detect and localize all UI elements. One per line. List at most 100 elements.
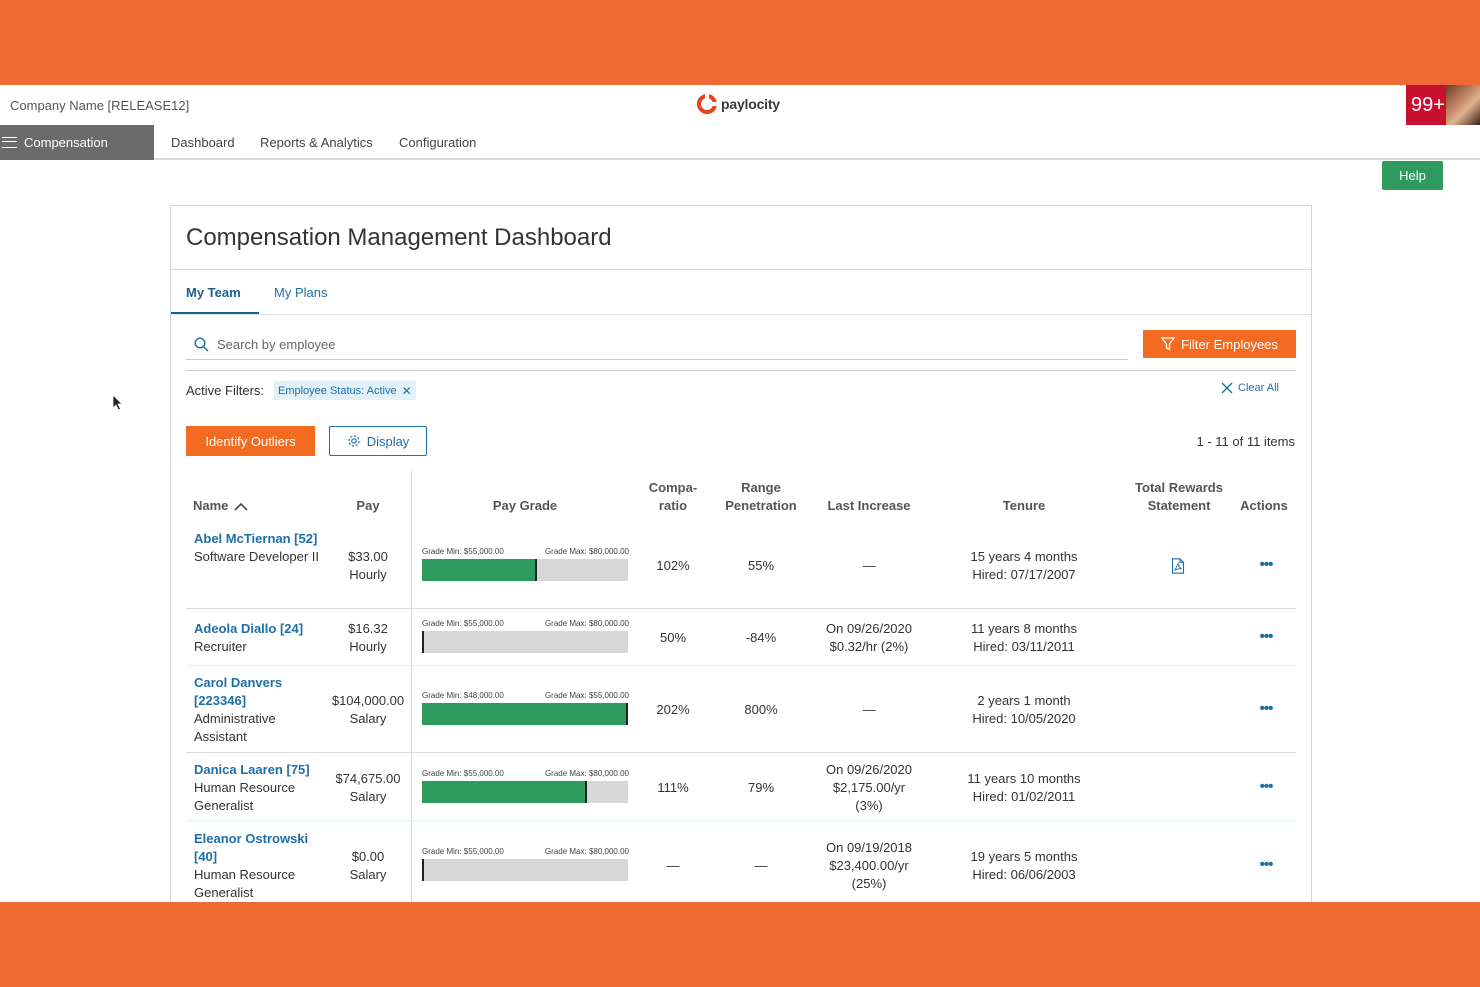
pay-cell: $33.00 Hourly	[326, 548, 410, 584]
tab-my-plans[interactable]: My Plans	[274, 285, 328, 300]
last-increase-value: On 09/19/2018 $23,400.00/yr (25%)	[809, 839, 929, 893]
grade-max-label: Grade Max: $80,000.00	[544, 619, 629, 628]
row-actions-menu[interactable]: •••	[1259, 778, 1274, 795]
filter-employees-button[interactable]: Filter Employees	[1143, 330, 1296, 358]
pay-amount: $0.00	[351, 849, 385, 864]
employee-job-title: Human Resource Generalist	[194, 867, 296, 900]
hire-date: Hired: 01/02/2011	[972, 789, 1076, 804]
filter-employees-label: Filter Employees	[1181, 336, 1278, 352]
pay-grade-labels: Grade Min: $55,000.00 Grade Max: $80,000…	[422, 547, 629, 556]
row-actions-menu[interactable]: •••	[1259, 556, 1274, 573]
pay-grade-labels: Grade Min: $48,000.00 Grade Max: $55,000…	[422, 691, 629, 700]
grade-max-label: Grade Max: $80,000.00	[544, 769, 629, 778]
clear-all-filters-button[interactable]: Clear All	[1221, 382, 1279, 394]
row-actions-menu[interactable]: •••	[1259, 700, 1274, 717]
row-actions-menu[interactable]: •••	[1259, 628, 1274, 645]
last-increase-line2: $2,175.00/yr	[832, 780, 906, 795]
active-filter-chip-label: Employee Status: Active	[278, 384, 397, 397]
last-increase-value: On 09/26/2020 $0.32/hr (2%)	[809, 620, 929, 656]
remove-filter-icon[interactable]: ✕	[401, 383, 412, 398]
employee-cell: Eleanor Ostrowski [40] Human Resource Ge…	[194, 830, 319, 902]
pay-amount: $74,675.00	[335, 771, 401, 786]
last-increase-line1: On 09/19/2018	[825, 840, 913, 855]
tenure-value: 11 years 8 months Hired: 03/11/2011	[954, 620, 1094, 656]
employee-cell: Carol Danvers [223346] Administrative As…	[194, 674, 319, 746]
column-header-tenure[interactable]: Tenure	[1002, 498, 1046, 513]
pay-position-marker	[422, 859, 424, 881]
employee-name-link[interactable]: Adeola Diallo [24]	[194, 621, 304, 636]
grade-max-label: Grade Max: $55,000.00	[544, 691, 629, 700]
tab-my-team[interactable]: My Team	[186, 285, 241, 300]
column-header-compa-ratio[interactable]: Compa- ratio	[633, 479, 713, 515]
last-increase-line1: —	[862, 702, 876, 717]
range-penetration-value: -84%	[745, 630, 777, 645]
identify-outliers-button[interactable]: Identify Outliers	[186, 426, 315, 456]
pay-position-marker	[626, 703, 628, 725]
compa-ratio-value: 111%	[657, 780, 689, 795]
employee-name-link[interactable]: Abel McTiernan [52]	[194, 531, 318, 546]
last-increase-line2: $0.32/hr (2%)	[829, 639, 909, 654]
hire-date: Hired: 07/17/2007	[972, 567, 1076, 582]
notification-badge[interactable]: 99+	[1406, 85, 1450, 125]
paylocity-logo-icon	[697, 94, 717, 114]
module-menu-button[interactable]: Compensation	[0, 125, 154, 160]
close-icon	[1221, 382, 1233, 394]
column-header-pay[interactable]: Pay	[356, 498, 380, 513]
logo-text: paylocity	[721, 96, 780, 112]
grade-min-label: Grade Min: $55,000.00	[422, 547, 504, 556]
search-input[interactable]	[217, 337, 1097, 352]
display-button[interactable]: Display	[329, 426, 427, 456]
pay-grade-bar	[422, 559, 628, 581]
active-filters-label: Active Filters:	[186, 383, 265, 398]
tenure-duration: 2 years 1 month	[977, 693, 1071, 708]
column-header-name[interactable]: Name	[193, 497, 248, 515]
last-increase-line1: On 09/26/2020	[825, 762, 913, 777]
table-row: Danica Laaren [75] Human Resource Genera…	[186, 753, 1296, 821]
employee-job-title: Recruiter	[194, 639, 247, 654]
pay-amount: $104,000.00	[331, 693, 405, 708]
row-actions-menu[interactable]: •••	[1259, 856, 1274, 873]
table-row: Adeola Diallo [24] Recruiter $16.32 Hour…	[186, 609, 1296, 666]
employee-name-link[interactable]: Eleanor Ostrowski [40]	[194, 831, 309, 864]
pay-grade-labels: Grade Min: $55,000.00 Grade Max: $80,000…	[422, 847, 629, 856]
range-penetration-value: 800%	[744, 702, 778, 717]
tenure-value: 15 years 4 months Hired: 07/17/2007	[954, 548, 1094, 584]
pay-type: Salary	[349, 711, 387, 726]
items-count: 1 - 11 of 11 items	[1196, 434, 1295, 449]
employee-name-link[interactable]: Danica Laaren [75]	[194, 762, 310, 777]
grade-max-label: Grade Max: $80,000.00	[544, 847, 629, 856]
paylocity-logo[interactable]: paylocity	[697, 94, 780, 114]
pay-grade-fill	[422, 559, 535, 581]
nav-reports-analytics[interactable]: Reports & Analytics	[260, 135, 373, 150]
active-filter-chip[interactable]: Employee Status: Active ✕	[274, 381, 416, 400]
pay-amount: $16.32	[348, 621, 388, 636]
hire-date: Hired: 10/05/2020	[972, 711, 1076, 726]
pay-amount: $33.00	[348, 549, 388, 564]
column-header-last-increase[interactable]: Last Increase	[827, 498, 911, 513]
pay-grade-cell: Grade Min: $55,000.00 Grade Max: $80,000…	[422, 547, 629, 581]
module-label: Compensation	[24, 135, 108, 150]
range-penetration-value: —	[754, 858, 768, 873]
pay-position-marker	[422, 631, 424, 653]
sort-ascending-icon	[234, 502, 248, 511]
compa-ratio-value: —	[666, 858, 680, 873]
tenure-duration: 11 years 10 months	[967, 771, 1081, 786]
last-increase-value: —	[809, 701, 929, 719]
hamburger-menu-icon	[2, 137, 17, 148]
employee-name-link[interactable]: Carol Danvers [223346]	[194, 675, 283, 708]
user-avatar[interactable]	[1446, 85, 1480, 125]
nav-configuration[interactable]: Configuration	[399, 135, 477, 150]
compa-ratio-value: 102%	[656, 558, 690, 573]
range-penetration-line1: Range	[741, 480, 781, 495]
column-header-range-penetration[interactable]: Range Penetration	[716, 479, 806, 515]
pay-grade-labels: Grade Min: $55,000.00 Grade Max: $80,000…	[422, 769, 629, 778]
pay-position-marker	[535, 559, 537, 581]
main-nav: Compensation Dashboard Reports & Analyti…	[0, 125, 1480, 160]
column-header-actions: Actions	[1240, 498, 1288, 513]
compa-ratio-value: 202%	[656, 702, 690, 717]
help-button[interactable]: Help	[1382, 161, 1443, 190]
filter-icon	[1161, 337, 1176, 351]
pay-type: Hourly	[349, 567, 387, 582]
pdf-document-icon[interactable]	[1171, 558, 1185, 574]
nav-dashboard[interactable]: Dashboard	[171, 135, 235, 150]
